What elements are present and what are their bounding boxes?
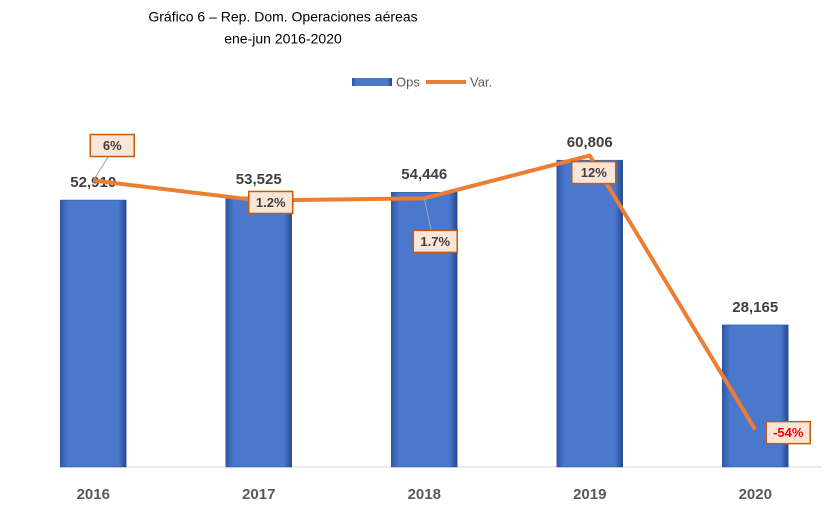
label-box [412,229,458,254]
line [93,153,757,431]
leader-line [92,156,109,181]
line-value-label: -54% [773,425,804,440]
leader-line [423,198,432,231]
label-box [571,160,617,185]
bar [60,199,127,468]
chart-title: Gráfico 6 – Rep. Dom. Operaciones aéreas [148,9,417,25]
line-value-label: 12% [581,165,607,180]
x-tick-label: 2020 [739,486,772,503]
legend-label: Var. [470,74,492,89]
bar-value-label: 60,806 [567,134,613,151]
x-tick-label: 2018 [408,486,441,503]
chart-subtitle: ene-jun 2016-2020 [224,31,342,47]
label-box [89,133,135,158]
bar [722,324,789,468]
bar [556,159,623,468]
bar-value-label: 28,165 [732,299,778,316]
bar [225,196,292,468]
x-tick-label: 2016 [77,486,110,503]
line-value-label: 1.7% [420,234,450,249]
line-value-label: 6% [103,138,122,153]
legend-label: Ops [396,74,420,89]
x-tick-label: 2017 [242,486,275,503]
x-tick-label: 2019 [573,486,606,503]
label-box [765,420,811,445]
bar-value-label: 54,446 [401,166,447,183]
label-box [248,190,294,215]
legend-swatch [352,78,392,86]
bar-value-label: 53,525 [236,171,282,188]
line-value-label: 1.2% [256,195,286,210]
